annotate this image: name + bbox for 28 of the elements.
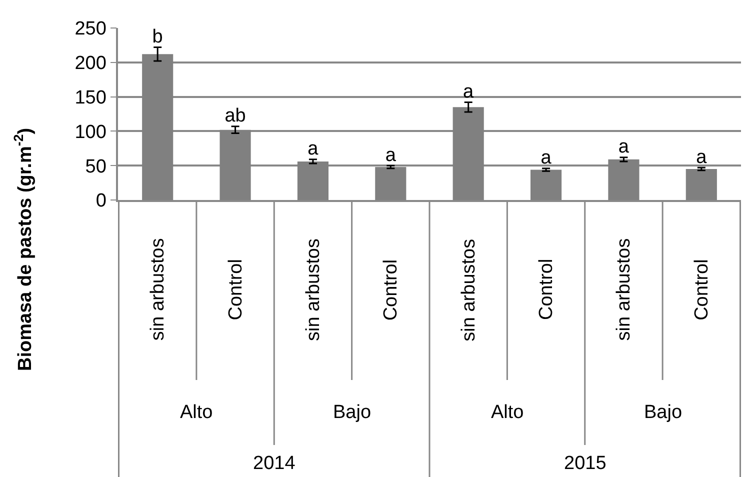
x-tick-label: Control (536, 258, 558, 320)
y-tick-label: 200 (74, 53, 106, 74)
x-tick-label: sin arbustos (458, 238, 480, 342)
text: 2015 (564, 453, 606, 474)
x-tick-label: sin arbustos (614, 238, 635, 341)
data-label: ab (224, 106, 246, 127)
x-tick-label: Control (380, 259, 402, 321)
text: Bajo (644, 402, 682, 423)
text: Alto (491, 402, 524, 423)
data-label: a (540, 148, 552, 169)
y-tick-label: 100 (74, 122, 106, 143)
data-label: a (308, 138, 319, 160)
y-tick-label: 0 (96, 190, 106, 212)
data-label: a (618, 136, 630, 158)
text: Bajo (333, 402, 372, 423)
data-label: b (152, 26, 163, 48)
x-tick-label: sin arbustos (148, 238, 169, 341)
data-label: a (696, 146, 708, 168)
data-label: a (463, 82, 474, 103)
y-tick-label: 250 (74, 18, 106, 40)
data-label: a (385, 144, 396, 166)
y-tick-label: 150 (74, 87, 106, 108)
y-tick-label: 50 (85, 156, 106, 178)
x-tick-label: Control (691, 259, 712, 320)
x-tick-label: sin arbustos (302, 238, 324, 341)
text: Alto (180, 402, 213, 423)
x-tick-label: Control (225, 259, 246, 320)
text: 2014 (253, 453, 296, 474)
